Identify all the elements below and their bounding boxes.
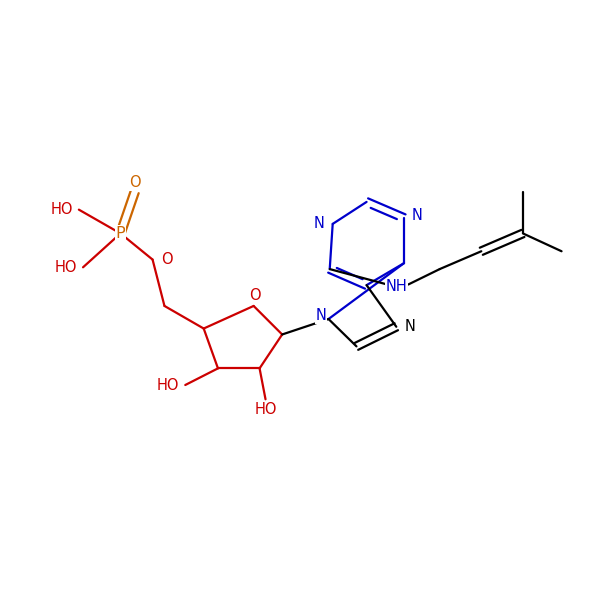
Text: O: O (161, 252, 173, 267)
Text: N: N (315, 308, 326, 323)
Text: N: N (411, 208, 422, 223)
Text: HO: HO (55, 260, 77, 275)
Text: N: N (404, 319, 415, 334)
Text: HO: HO (157, 377, 179, 392)
Text: NH: NH (385, 280, 407, 295)
Text: P: P (116, 226, 125, 241)
Text: HO: HO (254, 403, 277, 418)
Text: O: O (249, 288, 260, 303)
Text: HO: HO (50, 202, 73, 217)
Text: N: N (313, 217, 325, 232)
Text: O: O (129, 175, 140, 190)
